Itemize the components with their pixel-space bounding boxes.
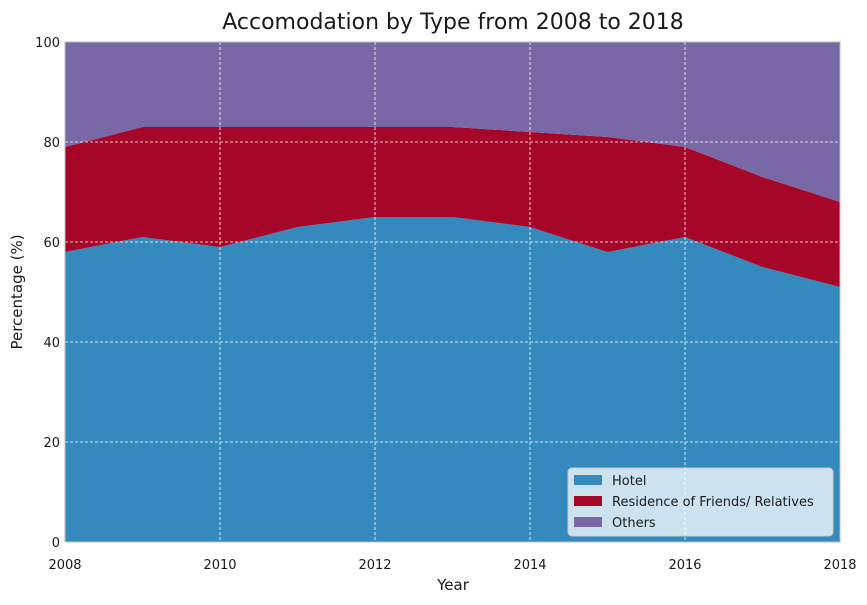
y-tick-label: 60 (43, 236, 60, 251)
area-series-2 (65, 42, 840, 202)
x-tick-label: 2012 (358, 558, 391, 573)
legend-swatch-2 (574, 517, 602, 527)
legend-swatch-1 (574, 496, 602, 506)
x-tick-label: 2010 (203, 558, 236, 573)
legend: Hotel Residence of Friends/ Relatives Othe… (567, 467, 834, 537)
x-tick-label: 2016 (668, 558, 701, 573)
legend-label-2: Others (612, 516, 656, 531)
y-tick-label: 20 (43, 436, 60, 451)
plot-frame (64, 41, 841, 543)
y-tick-label: 0 (52, 536, 60, 551)
legend-label-0: Hotel (612, 474, 646, 489)
y-axis-ticks: 0 20 40 60 80 100 (35, 36, 60, 551)
y-axis-label: Percentage (%) (8, 234, 26, 349)
legend-swatch-0 (574, 475, 602, 485)
y-tick-label: 80 (43, 136, 60, 151)
y-tick-label: 100 (35, 36, 60, 51)
x-tick-label: 2008 (48, 558, 81, 573)
y-tick-label: 40 (43, 336, 60, 351)
area-layers (65, 42, 840, 542)
x-tick-label: 2014 (513, 558, 546, 573)
x-axis-ticks: 2008 2010 2012 2014 2016 2018 (48, 558, 856, 573)
legend-box (567, 467, 834, 537)
area-series-0 (65, 217, 840, 542)
x-tick-label: 2018 (823, 558, 856, 573)
x-axis-label: Year (436, 576, 470, 594)
legend-label-1: Residence of Friends/ Relatives (612, 495, 814, 510)
area-series-1 (65, 127, 840, 287)
chart-title: Accomodation by Type from 2008 to 2018 (222, 10, 684, 35)
